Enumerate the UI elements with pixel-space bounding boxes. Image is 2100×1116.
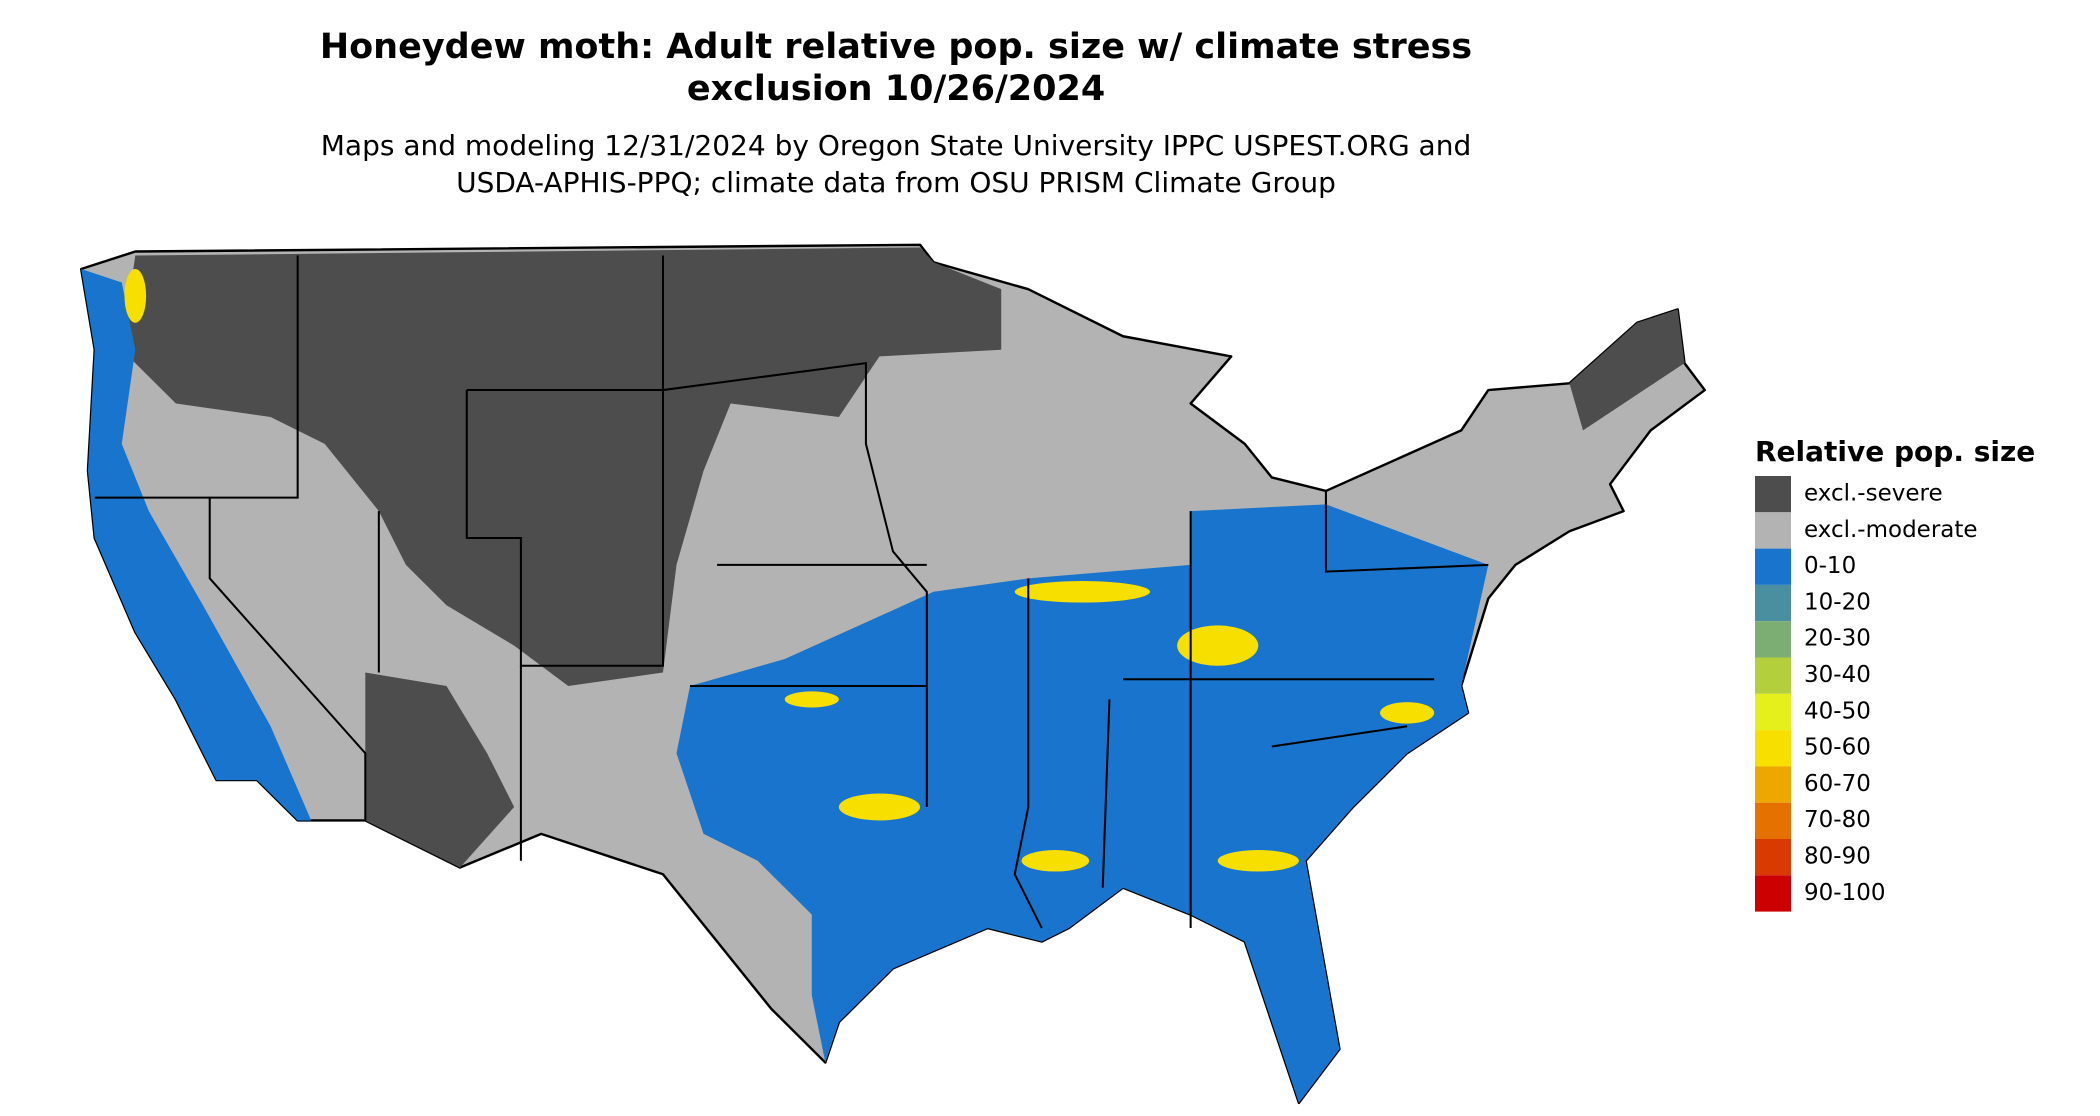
- text-line: USDA-APHIS-PPQ; climate data from OSU PR…: [456, 166, 1336, 199]
- state-borders: [94, 255, 1489, 929]
- legend: excl.-severe excl.-moderate 0-10 10-20 20-30…: [1755, 476, 1978, 912]
- legend-label: 70-80: [1804, 807, 1871, 833]
- text-line: Maps and modeling 12/31/2024 by Oregon S…: [321, 129, 1472, 162]
- legend-label: 0-10: [1804, 553, 1856, 579]
- legend-swatch: [1755, 766, 1791, 803]
- land-severe: [1569, 309, 1685, 431]
- us-map: [79, 243, 1706, 1105]
- land-severe: [121, 247, 1002, 686]
- legend-label: 80-90: [1804, 844, 1871, 870]
- land-0-10: [676, 504, 1489, 1103]
- map-title: Honeydew moth: Adult relative pop. size …: [320, 27, 1472, 109]
- legend-swatch: [1755, 875, 1791, 912]
- text-line: Honeydew moth: Adult relative pop. size …: [320, 27, 1472, 67]
- legend-label: excl.-severe: [1804, 481, 1943, 507]
- legend-label: 60-70: [1804, 771, 1871, 797]
- legend-swatch: [1755, 693, 1791, 731]
- legend-label: 20-30: [1804, 626, 1871, 652]
- legend-label: 50-60: [1804, 735, 1871, 761]
- legend-swatch: [1755, 584, 1791, 622]
- text-line: exclusion 10/26/2024: [687, 69, 1105, 109]
- map-subtitle: Maps and modeling 12/31/2024 by Oregon S…: [321, 129, 1472, 199]
- land-0-10: [81, 269, 312, 821]
- legend-label: excl.-moderate: [1804, 517, 1978, 543]
- legend-swatch: [1755, 621, 1791, 658]
- legend-swatch: [1755, 802, 1791, 839]
- legend-swatch: [1755, 839, 1791, 876]
- legend-swatch: [1755, 657, 1791, 694]
- hotspots: [124, 269, 1435, 872]
- legend-label: 30-40: [1804, 662, 1871, 688]
- legend-label: 90-100: [1804, 880, 1885, 906]
- legend-label: 10-20: [1804, 589, 1871, 615]
- legend-swatch: [1755, 730, 1791, 767]
- legend-swatch: [1755, 476, 1791, 513]
- legend-title: Relative pop. size: [1755, 435, 2035, 468]
- land-severe: [365, 672, 515, 868]
- legend-swatch: [1755, 548, 1791, 585]
- legend-swatch: [1755, 512, 1791, 549]
- legend-label: 40-50: [1804, 698, 1871, 724]
